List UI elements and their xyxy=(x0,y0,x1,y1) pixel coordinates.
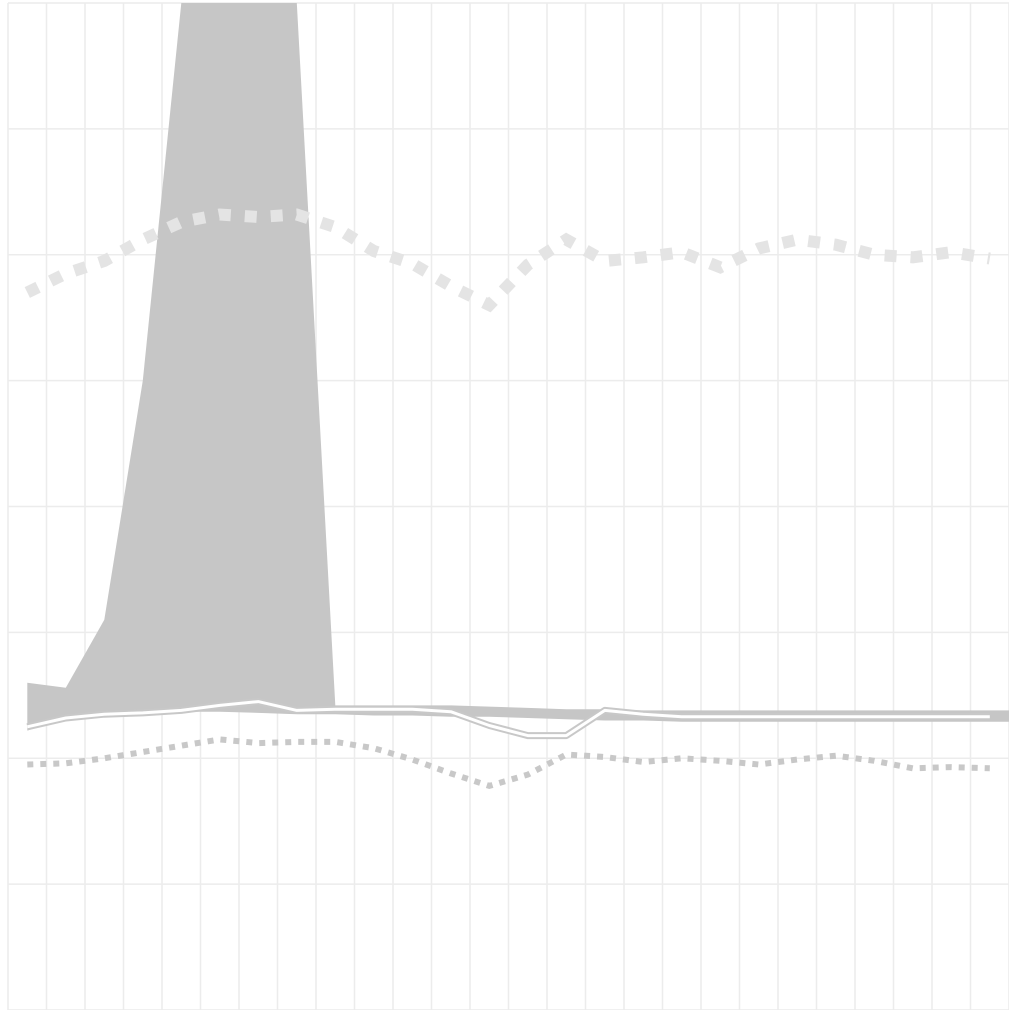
series-line-dotted-thick xyxy=(24,208,991,313)
series-line-double-inner xyxy=(26,700,990,738)
grid xyxy=(7,2,1009,1010)
line-layer xyxy=(24,208,991,790)
series-line-dotted-thin xyxy=(27,736,990,790)
band-layer xyxy=(27,3,1009,731)
series-band xyxy=(27,3,1009,731)
